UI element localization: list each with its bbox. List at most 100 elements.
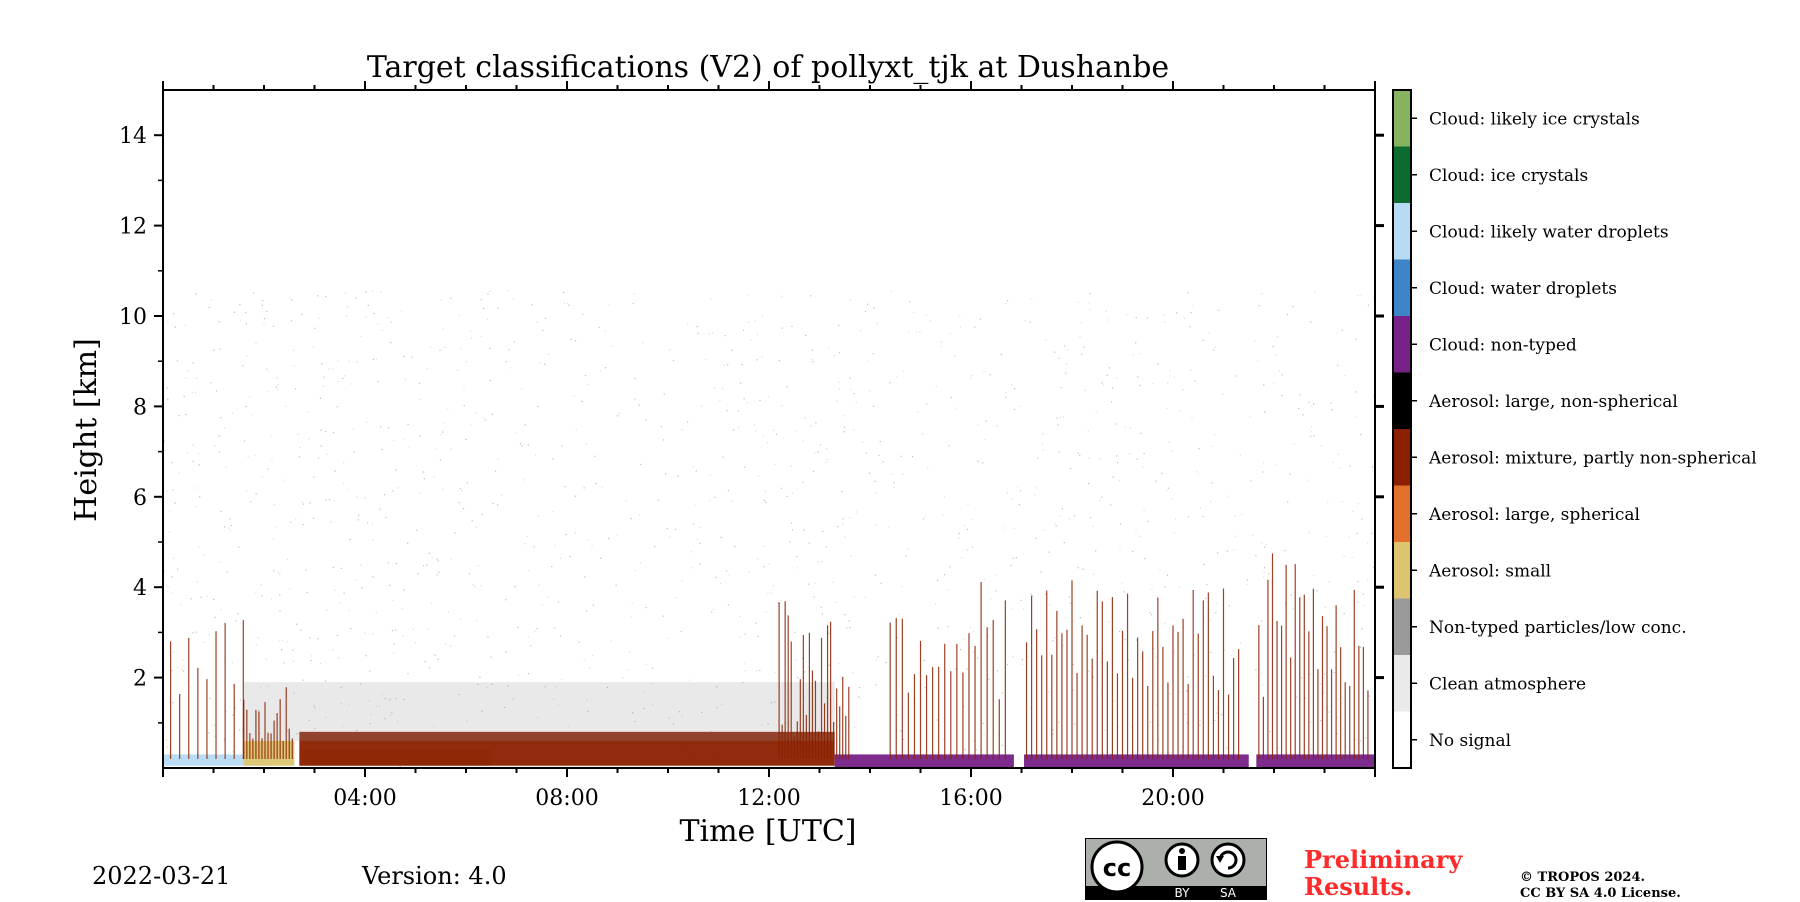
texture-dot bbox=[586, 610, 588, 612]
texture-dot bbox=[330, 521, 332, 523]
texture-dot bbox=[173, 651, 175, 653]
texture-dot bbox=[340, 702, 342, 704]
texture-dot bbox=[437, 658, 439, 660]
texture-dot bbox=[669, 349, 671, 351]
texture-dot bbox=[838, 663, 840, 665]
texture-dot bbox=[632, 302, 634, 304]
texture-dot bbox=[1011, 384, 1013, 386]
texture-dot bbox=[781, 295, 783, 297]
texture-dot bbox=[1255, 554, 1257, 557]
texture-dot bbox=[790, 666, 792, 668]
texture-dot bbox=[228, 527, 230, 529]
texture-dot bbox=[216, 390, 218, 392]
texture-dot bbox=[727, 604, 729, 606]
texture-dot bbox=[1286, 313, 1288, 316]
texture-dot bbox=[1325, 535, 1328, 538]
texture-dot bbox=[836, 400, 838, 402]
texture-dot bbox=[574, 532, 577, 534]
texture-dot bbox=[258, 710, 260, 712]
texture-dot bbox=[1206, 583, 1208, 586]
texture-dot bbox=[1163, 314, 1165, 316]
texture-dot bbox=[1203, 563, 1205, 565]
texture-dot bbox=[486, 318, 489, 320]
texture-dot bbox=[709, 500, 711, 502]
texture-dot bbox=[853, 429, 855, 431]
texture-dot bbox=[309, 637, 311, 639]
texture-dot bbox=[172, 313, 174, 315]
texture-dot bbox=[995, 590, 997, 592]
colorbar-swatch bbox=[1393, 485, 1411, 542]
texture-dot bbox=[1287, 501, 1289, 503]
texture-dot bbox=[909, 301, 911, 303]
texture-dot bbox=[710, 730, 712, 732]
texture-dot bbox=[536, 321, 538, 323]
texture-dot bbox=[262, 300, 264, 302]
texture-dot bbox=[246, 490, 248, 492]
texture-dot bbox=[283, 662, 285, 664]
colorbar-label: Cloud: water droplets bbox=[1429, 279, 1617, 299]
texture-dot bbox=[419, 435, 421, 437]
texture-dot bbox=[995, 574, 997, 576]
texture-dot bbox=[338, 657, 340, 659]
texture-dot bbox=[271, 458, 273, 460]
texture-dot bbox=[1135, 529, 1137, 531]
texture-dot bbox=[512, 298, 514, 300]
texture-dot bbox=[1012, 557, 1014, 559]
texture-dot bbox=[332, 432, 335, 434]
texture-dot bbox=[767, 723, 769, 725]
texture-dot bbox=[710, 298, 712, 300]
texture-dot bbox=[1019, 405, 1021, 407]
version-label: Version: 4.0 bbox=[362, 862, 507, 890]
texture-dot bbox=[1052, 640, 1054, 642]
texture-dot bbox=[1030, 593, 1032, 595]
texture-dot bbox=[716, 686, 718, 688]
texture-dot bbox=[501, 494, 503, 496]
texture-dot bbox=[1169, 375, 1171, 377]
texture-dot bbox=[339, 602, 341, 604]
texture-dot bbox=[759, 669, 761, 671]
texture-dot bbox=[651, 667, 654, 669]
cc-by-sa-badge[interactable]: cc BY SA bbox=[1085, 838, 1267, 900]
texture-dot bbox=[317, 295, 319, 297]
texture-dot bbox=[427, 628, 429, 630]
texture-dot bbox=[348, 703, 350, 705]
texture-dot bbox=[1355, 338, 1357, 340]
texture-dot bbox=[794, 631, 796, 633]
texture-dot bbox=[213, 349, 215, 351]
texture-dot bbox=[1164, 321, 1166, 323]
texture-dot bbox=[950, 396, 952, 398]
texture-dot bbox=[565, 533, 567, 536]
texture-dot bbox=[1277, 747, 1279, 749]
texture-dot bbox=[182, 670, 185, 672]
texture-dot bbox=[483, 417, 485, 419]
texture-dot bbox=[287, 558, 289, 560]
texture-dot bbox=[1011, 608, 1013, 610]
texture-dot bbox=[786, 495, 788, 497]
texture-dot bbox=[652, 683, 654, 685]
texture-dot bbox=[771, 702, 773, 704]
texture-dot bbox=[255, 644, 257, 646]
texture-dot bbox=[949, 332, 951, 335]
texture-dot bbox=[371, 523, 373, 525]
texture-dot bbox=[1368, 695, 1370, 697]
texture-dot bbox=[436, 574, 438, 576]
texture-dot bbox=[428, 552, 430, 554]
texture-dot bbox=[497, 307, 499, 309]
texture-dot bbox=[403, 589, 405, 591]
texture-dot bbox=[352, 428, 354, 430]
texture-dot bbox=[687, 421, 689, 423]
texture-dot bbox=[356, 729, 358, 732]
texture-dot bbox=[1139, 384, 1141, 387]
texture-dot bbox=[1024, 320, 1026, 322]
texture-dot bbox=[681, 580, 683, 582]
texture-dot bbox=[604, 330, 606, 332]
texture-dot bbox=[524, 424, 526, 426]
texture-dot bbox=[1136, 458, 1138, 460]
texture-dot bbox=[1100, 661, 1102, 663]
texture-dot bbox=[360, 335, 362, 337]
texture-dot bbox=[672, 359, 675, 362]
texture-dot bbox=[838, 351, 841, 354]
texture-dot bbox=[1179, 691, 1181, 693]
texture-dot bbox=[885, 661, 887, 664]
